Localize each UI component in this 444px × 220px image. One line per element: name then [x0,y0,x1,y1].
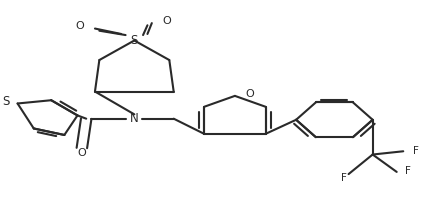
Text: S: S [131,34,138,47]
Text: F: F [413,146,419,156]
Text: F: F [404,166,410,176]
Text: S: S [2,95,10,108]
Text: F: F [341,173,347,183]
Text: O: O [75,21,84,31]
Text: O: O [77,148,86,158]
Text: N: N [130,112,139,125]
Text: O: O [246,89,254,99]
Text: O: O [163,16,171,26]
